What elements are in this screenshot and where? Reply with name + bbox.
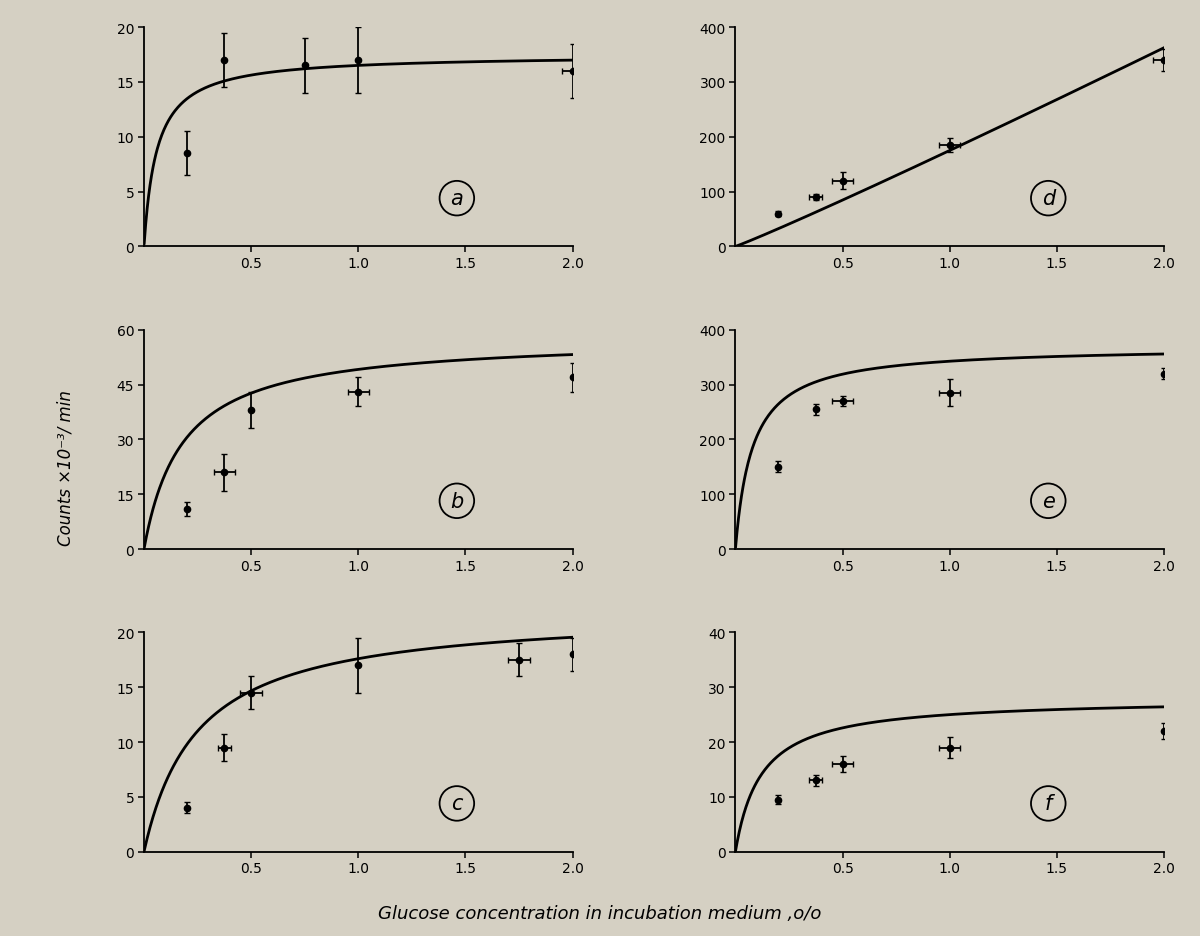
Text: Counts ×10⁻³/ min: Counts ×10⁻³/ min [58,390,74,546]
Text: f: f [1044,794,1052,813]
Text: b: b [450,491,463,511]
Text: c: c [451,794,463,813]
Text: d: d [1042,189,1055,209]
Text: a: a [450,189,463,209]
Text: Glucose concentration in incubation medium ,o/o: Glucose concentration in incubation medi… [378,903,822,922]
Text: e: e [1042,491,1055,511]
